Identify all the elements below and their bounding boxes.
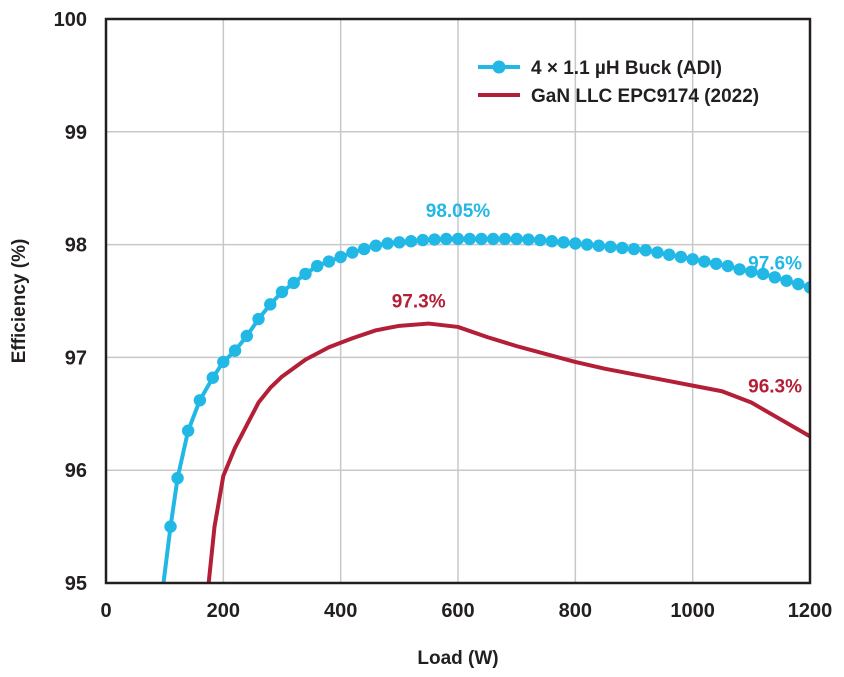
data-point-buck [240,329,253,343]
data-point-buck [487,232,500,246]
y-tick-label-99: 99 [65,122,87,144]
data-point-buck [686,253,699,266]
data-point-buck [334,250,347,264]
plot-frame [104,17,812,585]
data-point-buck [206,371,219,384]
x-tick-label-0: 0 [100,600,111,622]
data-point-buck [217,355,230,369]
legend-label-buck: 4 × 1.1 µH Buck (ADI) [531,58,722,79]
series-markers [164,232,810,533]
data-point-buck [803,281,810,294]
data-point-buck [733,263,746,276]
data-point-buck [745,265,758,278]
data-point-buck [357,242,371,256]
data-point-buck [756,267,770,281]
data-point-buck [228,344,242,357]
data-point-buck [451,232,465,246]
y-axis-title: Efficiency (%) [9,239,30,364]
data-point-buck [721,259,735,273]
data-point-buck [498,232,512,246]
data-point-buck [663,248,676,261]
data-point-buck [252,312,265,326]
x-axis-title: Load (W) [417,648,498,669]
data-point-buck [792,277,805,291]
y-tick-label-95: 95 [65,573,87,595]
data-point-buck [510,232,523,246]
y-tick-label-96: 96 [65,460,87,482]
data-point-buck [557,236,570,249]
data-point-buck [171,471,184,485]
data-point-buck [569,237,582,250]
x-tick-label-200: 200 [207,600,240,622]
data-annotations: 98.05% 97.6% 97.3% 96.3% [392,201,802,397]
data-point-buck [369,239,383,252]
data-point-buck [275,285,289,299]
data-point-buck [287,276,300,290]
data-label-buck-1: 97.6% [748,254,802,275]
data-point-buck [463,232,476,246]
series-line-gan-llc [206,321,810,583]
data-point-buck [709,257,723,270]
data-point-buck [592,239,605,252]
legend-marker-buck [492,60,506,74]
data-point-buck [193,394,207,407]
data-point-buck [404,235,418,248]
data-point-buck [651,246,664,259]
series-lines [161,236,810,583]
legend-item-buck: 4 × 1.1 µH Buck (ADI) [478,58,722,79]
data-point-buck [533,233,547,247]
data-point-buck [627,242,641,256]
y-tick-label-98: 98 [65,235,87,257]
data-point-buck [698,255,711,268]
data-point-buck [346,246,359,259]
legend-label-gan-llc: GaN LLC EPC9174 (2022) [531,86,759,107]
data-point-buck [440,232,453,246]
data-point-buck [322,255,336,268]
data-label-gan-llc-0: 97.3% [392,292,446,313]
data-point-buck [674,250,688,264]
data-point-buck [475,232,488,246]
x-tick-label-600: 600 [441,600,474,622]
data-point-buck [780,274,793,287]
legend-item-gan-llc: GaN LLC EPC9174 (2022) [478,86,759,107]
data-point-buck [416,233,429,247]
data-point-buck [604,240,617,254]
x-tick-label-800: 800 [559,600,592,622]
data-point-buck [381,237,394,250]
tick-labels: 0 200 400 600 800 1000 1200 95 96 97 98 99 100 [54,9,833,622]
data-label-buck-0: 98.05% [426,201,491,222]
data-point-buck [311,259,324,273]
data-point-buck [545,235,559,248]
data-point-buck [616,241,629,255]
x-tick-label-400: 400 [324,600,357,622]
data-point-buck [580,238,594,251]
data-point-buck [768,271,781,284]
data-point-buck [393,236,406,249]
data-point-buck [181,424,195,437]
y-tick-label-100: 100 [54,9,87,31]
data-point-buck [522,233,535,246]
data-point-buck [428,233,441,246]
data-label-gan-llc-1: 96.3% [748,376,802,397]
data-point-buck [299,267,312,281]
data-point-buck [164,520,177,533]
data-point-buck [639,244,652,257]
series-line-buck [161,236,810,583]
legend: 4 × 1.1 µH Buck (ADI) GaN LLC EPC9174 (2… [478,58,759,107]
y-tick-label-97: 97 [65,347,87,369]
data-point-buck [264,298,277,311]
x-tick-label-1000: 1000 [670,600,715,622]
x-tick-label-1200: 1200 [788,600,833,622]
